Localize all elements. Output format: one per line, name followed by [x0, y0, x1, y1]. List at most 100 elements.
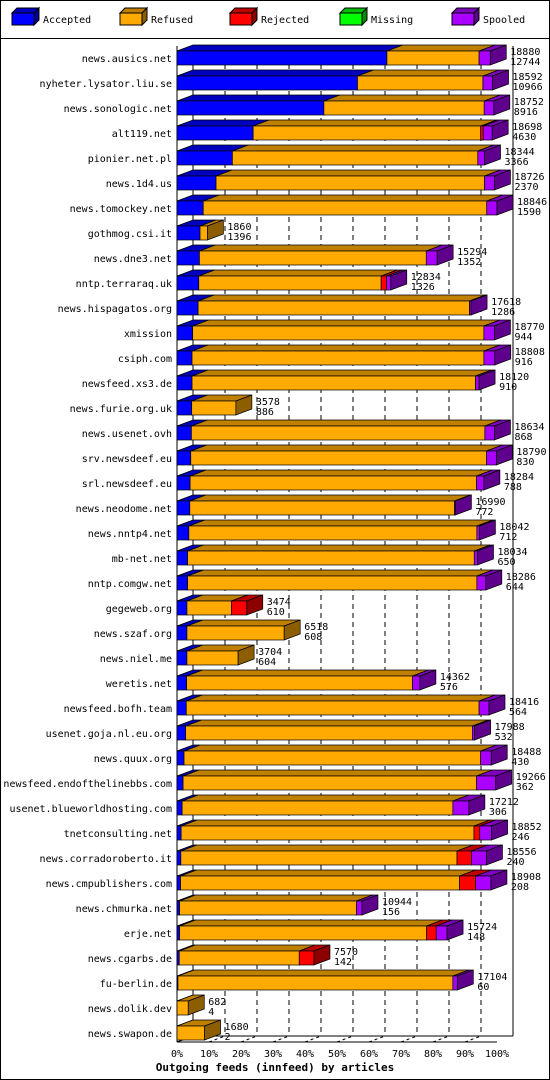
bar-segment-refused	[181, 800, 454, 816]
legend-label: Missing	[371, 15, 413, 26]
category-label-newsfeed-xs3-de: newsfeed.xs3.de	[82, 379, 172, 390]
category-label-nntp-comgw-net: nntp.comgw.net	[88, 579, 172, 590]
gridline-diagonal	[464, 1035, 482, 1043]
legend-label: Accepted	[43, 15, 91, 26]
bar-segment-spooled	[435, 925, 448, 941]
legend-swatch	[451, 12, 475, 26]
bar-segment-spooled	[473, 550, 478, 566]
category-label-news-niel-me: news.niel.me	[100, 654, 172, 665]
gridline-diagonal	[272, 1035, 290, 1043]
bar-segment-refused	[188, 525, 478, 541]
bar-segment-top-refused	[186, 694, 496, 702]
category-label-news-corradoroberto-it: news.corradoroberto.it	[40, 854, 172, 865]
bar-segment-spooled	[476, 475, 485, 491]
bar-accepted-label: 142	[334, 957, 352, 968]
legend: Accepted Refused Rejected Missing Spooled	[10, 6, 525, 27]
bar-segment-refused	[185, 725, 473, 741]
bar-offered-label: 17618	[491, 297, 521, 308]
bar-offered-label: 19266	[516, 772, 546, 783]
category-label-news-cgarbs-de: news.cgarbs.de	[88, 954, 172, 965]
x-tick-label: 80%	[424, 1049, 442, 1060]
bars: 1888012744185921096618752891618698463018…	[176, 44, 547, 1043]
bar-segment-spooled	[482, 125, 493, 141]
bar-accepted-label: 12744	[510, 57, 540, 68]
bar-offered-label: 1680	[225, 1022, 249, 1033]
category-label-usenet-goja-nl-eu-org: usenet.goja.nl.eu.org	[46, 729, 172, 740]
bar-end-cap	[495, 769, 513, 791]
category-label-gegeweb-org: gegeweb.org	[106, 604, 172, 615]
bar-offered-label: 18852	[512, 822, 542, 833]
bar-segment-refused	[215, 175, 485, 191]
bar-accepted-label: 1590	[517, 207, 541, 218]
bar-segment-refused	[186, 600, 232, 616]
bar-end-cap	[491, 119, 509, 141]
category-label-news-1d4-us: news.1d4.us	[106, 179, 172, 190]
bar-segment-refused	[180, 825, 475, 841]
bar-segment-accepted	[176, 425, 192, 441]
bar-segment-rejected	[298, 950, 315, 966]
bar-segment-spooled	[478, 700, 490, 716]
bar-accepted-label: 3366	[505, 157, 529, 168]
bar-end-cap	[361, 894, 379, 916]
category-label-news-dolik-dev: news.dolik.dev	[88, 1004, 172, 1015]
bar-segment-spooled	[483, 325, 495, 341]
bar-segment-top-refused	[191, 369, 492, 377]
bar-segment-top-refused	[323, 94, 501, 102]
category-label-nyheter-lysator-liu-se: nyheter.lysator.liu.se	[40, 79, 172, 90]
bar-end-cap	[494, 169, 511, 191]
bar-segment-accepted	[176, 50, 388, 66]
gridline-diagonal	[368, 1035, 386, 1043]
x-tick-label: 30%	[264, 1049, 282, 1060]
bar-segment-refused	[180, 850, 458, 866]
bar-offered-label: 18286	[506, 572, 536, 583]
bar-segment-refused	[323, 100, 485, 116]
bar-accepted-label: 148	[467, 932, 485, 943]
bar-segment-spooled	[483, 350, 496, 366]
bar-accepted-label: 610	[267, 607, 285, 618]
bar-segment-refused	[186, 675, 413, 691]
bar-segment-accepted	[176, 800, 183, 816]
bar-segment-accepted	[176, 775, 184, 791]
legend-item-missing: Missing	[338, 6, 413, 27]
bar-segment-spooled	[452, 800, 470, 816]
bar-accepted-label: 644	[506, 582, 524, 593]
bar-offered-label: 18790	[516, 447, 546, 458]
bar-segment-top-refused	[190, 444, 503, 452]
bar-offered-label: 18770	[514, 322, 544, 333]
bar-segment-refused	[191, 400, 237, 416]
bar-accepted-label: 772	[475, 507, 493, 518]
bar-end-cap	[490, 744, 508, 766]
bar-segment-spooled	[482, 75, 493, 91]
x-tick-label: 100%	[485, 1049, 509, 1060]
bar-segment-accepted	[176, 525, 190, 541]
bar-segment-top-refused	[187, 544, 491, 552]
category-label-news-sonologic-net: news.sonologic.net	[64, 104, 172, 115]
bar-offered-label: 18592	[513, 72, 543, 83]
bar-segment-accepted	[176, 925, 180, 941]
bar-accepted-label: 604	[258, 657, 276, 668]
x-tick-label: 50%	[328, 1049, 346, 1060]
bar-accepted-label: 1352	[457, 257, 481, 268]
category-label-srl-newsdeef-eu: srl.newsdeef.eu	[82, 479, 172, 490]
bar-segment-spooled	[356, 900, 363, 916]
bar-accepted-label: 830	[516, 457, 534, 468]
category-label-news-quux-org: news.quux.org	[94, 754, 172, 765]
bar-offered-label: 18034	[497, 547, 527, 558]
bar-segment-refused	[178, 950, 300, 966]
bar-segment-spooled	[412, 675, 421, 691]
bar-offered-label: 17212	[489, 797, 519, 808]
bar-accepted-label: 564	[509, 707, 527, 718]
category-label-nntp-terraraq-uk: nntp.terraraq.uk	[76, 279, 172, 290]
bar-segment-top-refused	[253, 119, 497, 127]
